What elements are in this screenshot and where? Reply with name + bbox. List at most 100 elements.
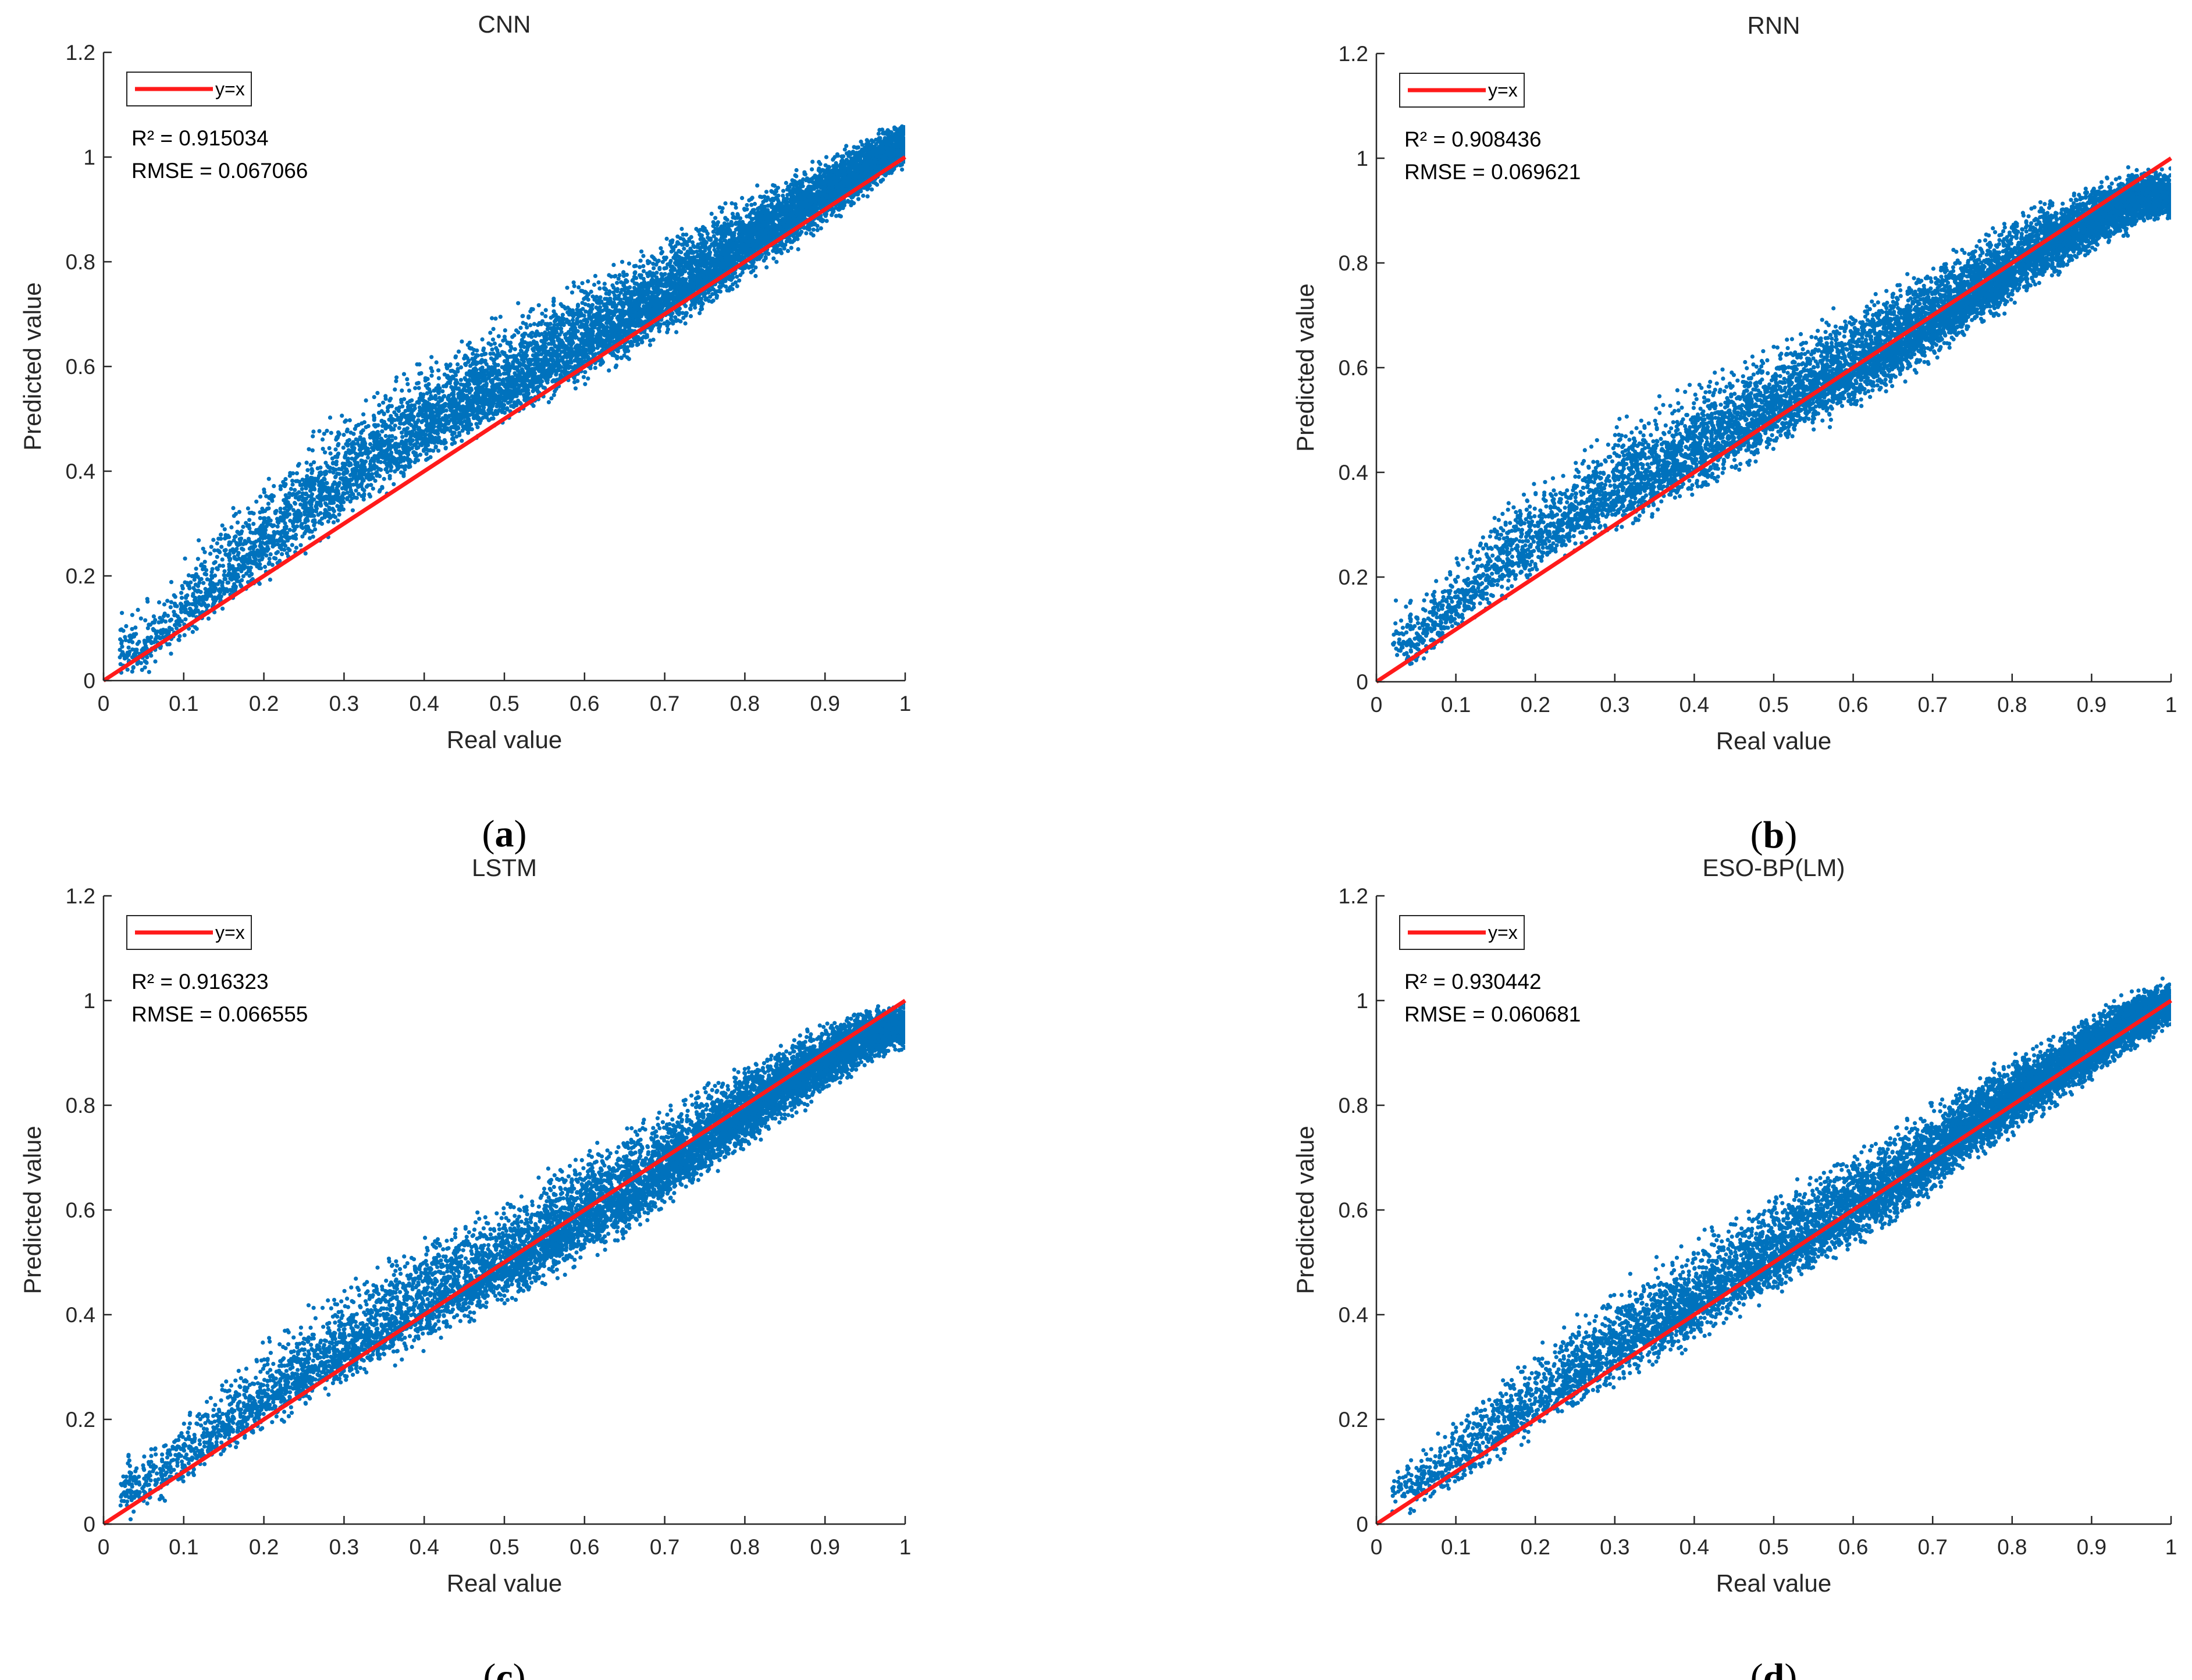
- scatter-point: [323, 450, 328, 455]
- scatter-point: [679, 250, 684, 255]
- scatter-point: [781, 193, 785, 198]
- scatter-point: [241, 525, 245, 529]
- scatter-point: [219, 532, 223, 537]
- scatter-point: [810, 159, 815, 164]
- scatter-point: [771, 183, 775, 187]
- scatter-point: [592, 282, 597, 287]
- scatter-point: [652, 266, 656, 270]
- scatter-point: [311, 434, 315, 439]
- scatter-point: [140, 668, 144, 672]
- scatter-point: [222, 527, 227, 532]
- scatter-point: [745, 203, 749, 208]
- scatter-point: [385, 409, 390, 414]
- scatter-point: [262, 564, 268, 570]
- scatter-point: [418, 453, 423, 457]
- scatter-point: [596, 280, 601, 285]
- scatter-point: [801, 177, 806, 181]
- scatter-point: [565, 305, 570, 310]
- scatter-point: [227, 567, 232, 572]
- scatter-point: [383, 433, 388, 439]
- scatter-point: [300, 478, 305, 482]
- scatter-point: [488, 330, 493, 335]
- scatter-point: [839, 154, 844, 159]
- scatter-point: [844, 144, 849, 148]
- scatter-point: [222, 591, 226, 596]
- scatter-point: [247, 518, 252, 522]
- scatter-point: [819, 226, 823, 231]
- scatter-point: [182, 633, 187, 638]
- scatter-point: [583, 370, 588, 375]
- scatter-point: [298, 543, 303, 547]
- scatter-point: [183, 617, 188, 622]
- scatter-point: [641, 254, 646, 258]
- scatter-point: [427, 433, 432, 438]
- scatter-point: [165, 599, 170, 603]
- scatter-point: [620, 259, 625, 264]
- scatter-point: [817, 159, 821, 165]
- scatter-point: [393, 423, 397, 428]
- scatter-point: [348, 430, 353, 435]
- scatter-point: [441, 409, 446, 414]
- scatter-point: [161, 614, 166, 618]
- scatter-point: [138, 616, 143, 621]
- scatter-point: [475, 348, 479, 353]
- scatter-point: [173, 613, 178, 617]
- scatter-point: [613, 273, 618, 278]
- scatter-point: [130, 647, 135, 652]
- scatter-point: [602, 282, 607, 286]
- scatter-point: [809, 231, 813, 236]
- scatter-panel-a: 0 0.1 0.2 0.3 0.4 0.5 0.6 0.7 0.8 0.9 100.20.40.60…: [19, 10, 911, 855]
- scatter-point: [237, 510, 241, 514]
- scatter-point: [856, 197, 861, 201]
- scatter-point: [331, 470, 336, 475]
- scatter-point: [532, 322, 537, 326]
- scatter-point: [402, 397, 407, 401]
- scatter-point: [268, 577, 272, 582]
- scatter-point: [460, 339, 464, 344]
- scatter-point: [331, 513, 336, 518]
- scatter-point: [293, 487, 297, 492]
- scatter-point: [641, 264, 646, 269]
- scatter-point: [120, 645, 124, 649]
- scatter-point: [145, 597, 150, 601]
- scatter-point: [330, 461, 336, 465]
- scatter-point: [258, 510, 262, 515]
- scatter-point: [118, 637, 123, 642]
- scatter-point: [268, 552, 273, 557]
- scatter-point: [638, 258, 643, 263]
- scatter-point: [711, 229, 716, 234]
- scatter-point: [581, 375, 586, 379]
- scatter-point: [679, 226, 684, 232]
- scatter-point: [498, 315, 503, 319]
- scatter-point: [771, 256, 776, 261]
- scatter-point: [516, 330, 521, 335]
- scatter-point: [156, 600, 162, 605]
- scatter-point: [536, 303, 541, 308]
- scatter-point: [381, 400, 386, 405]
- scatter-point: [250, 510, 254, 515]
- scatter-point: [372, 418, 376, 422]
- scatter-point: [500, 350, 505, 354]
- scatter-point: [143, 618, 148, 622]
- scatter-point: [674, 251, 678, 256]
- scatter-point: [344, 418, 348, 423]
- scatter-point: [490, 337, 496, 342]
- scatter-point: [651, 261, 656, 266]
- scatter-point: [169, 600, 173, 604]
- scatter-point: [471, 351, 475, 356]
- scatter-point: [407, 388, 412, 393]
- scatter-point: [220, 606, 225, 611]
- scatter-point: [209, 544, 213, 549]
- scatter-point: [749, 197, 753, 201]
- scatter-point: [445, 375, 450, 380]
- scatter-point: [498, 343, 503, 348]
- scatter-point: [310, 468, 315, 474]
- scatter-point: [302, 531, 307, 536]
- scatter-point: [624, 280, 629, 284]
- scatter-point: [382, 476, 386, 481]
- scatter-point: [583, 302, 588, 307]
- scatter-point: [734, 205, 738, 210]
- scatter-point: [674, 330, 679, 334]
- scatter-point: [204, 568, 209, 572]
- scatter-point: [494, 346, 499, 350]
